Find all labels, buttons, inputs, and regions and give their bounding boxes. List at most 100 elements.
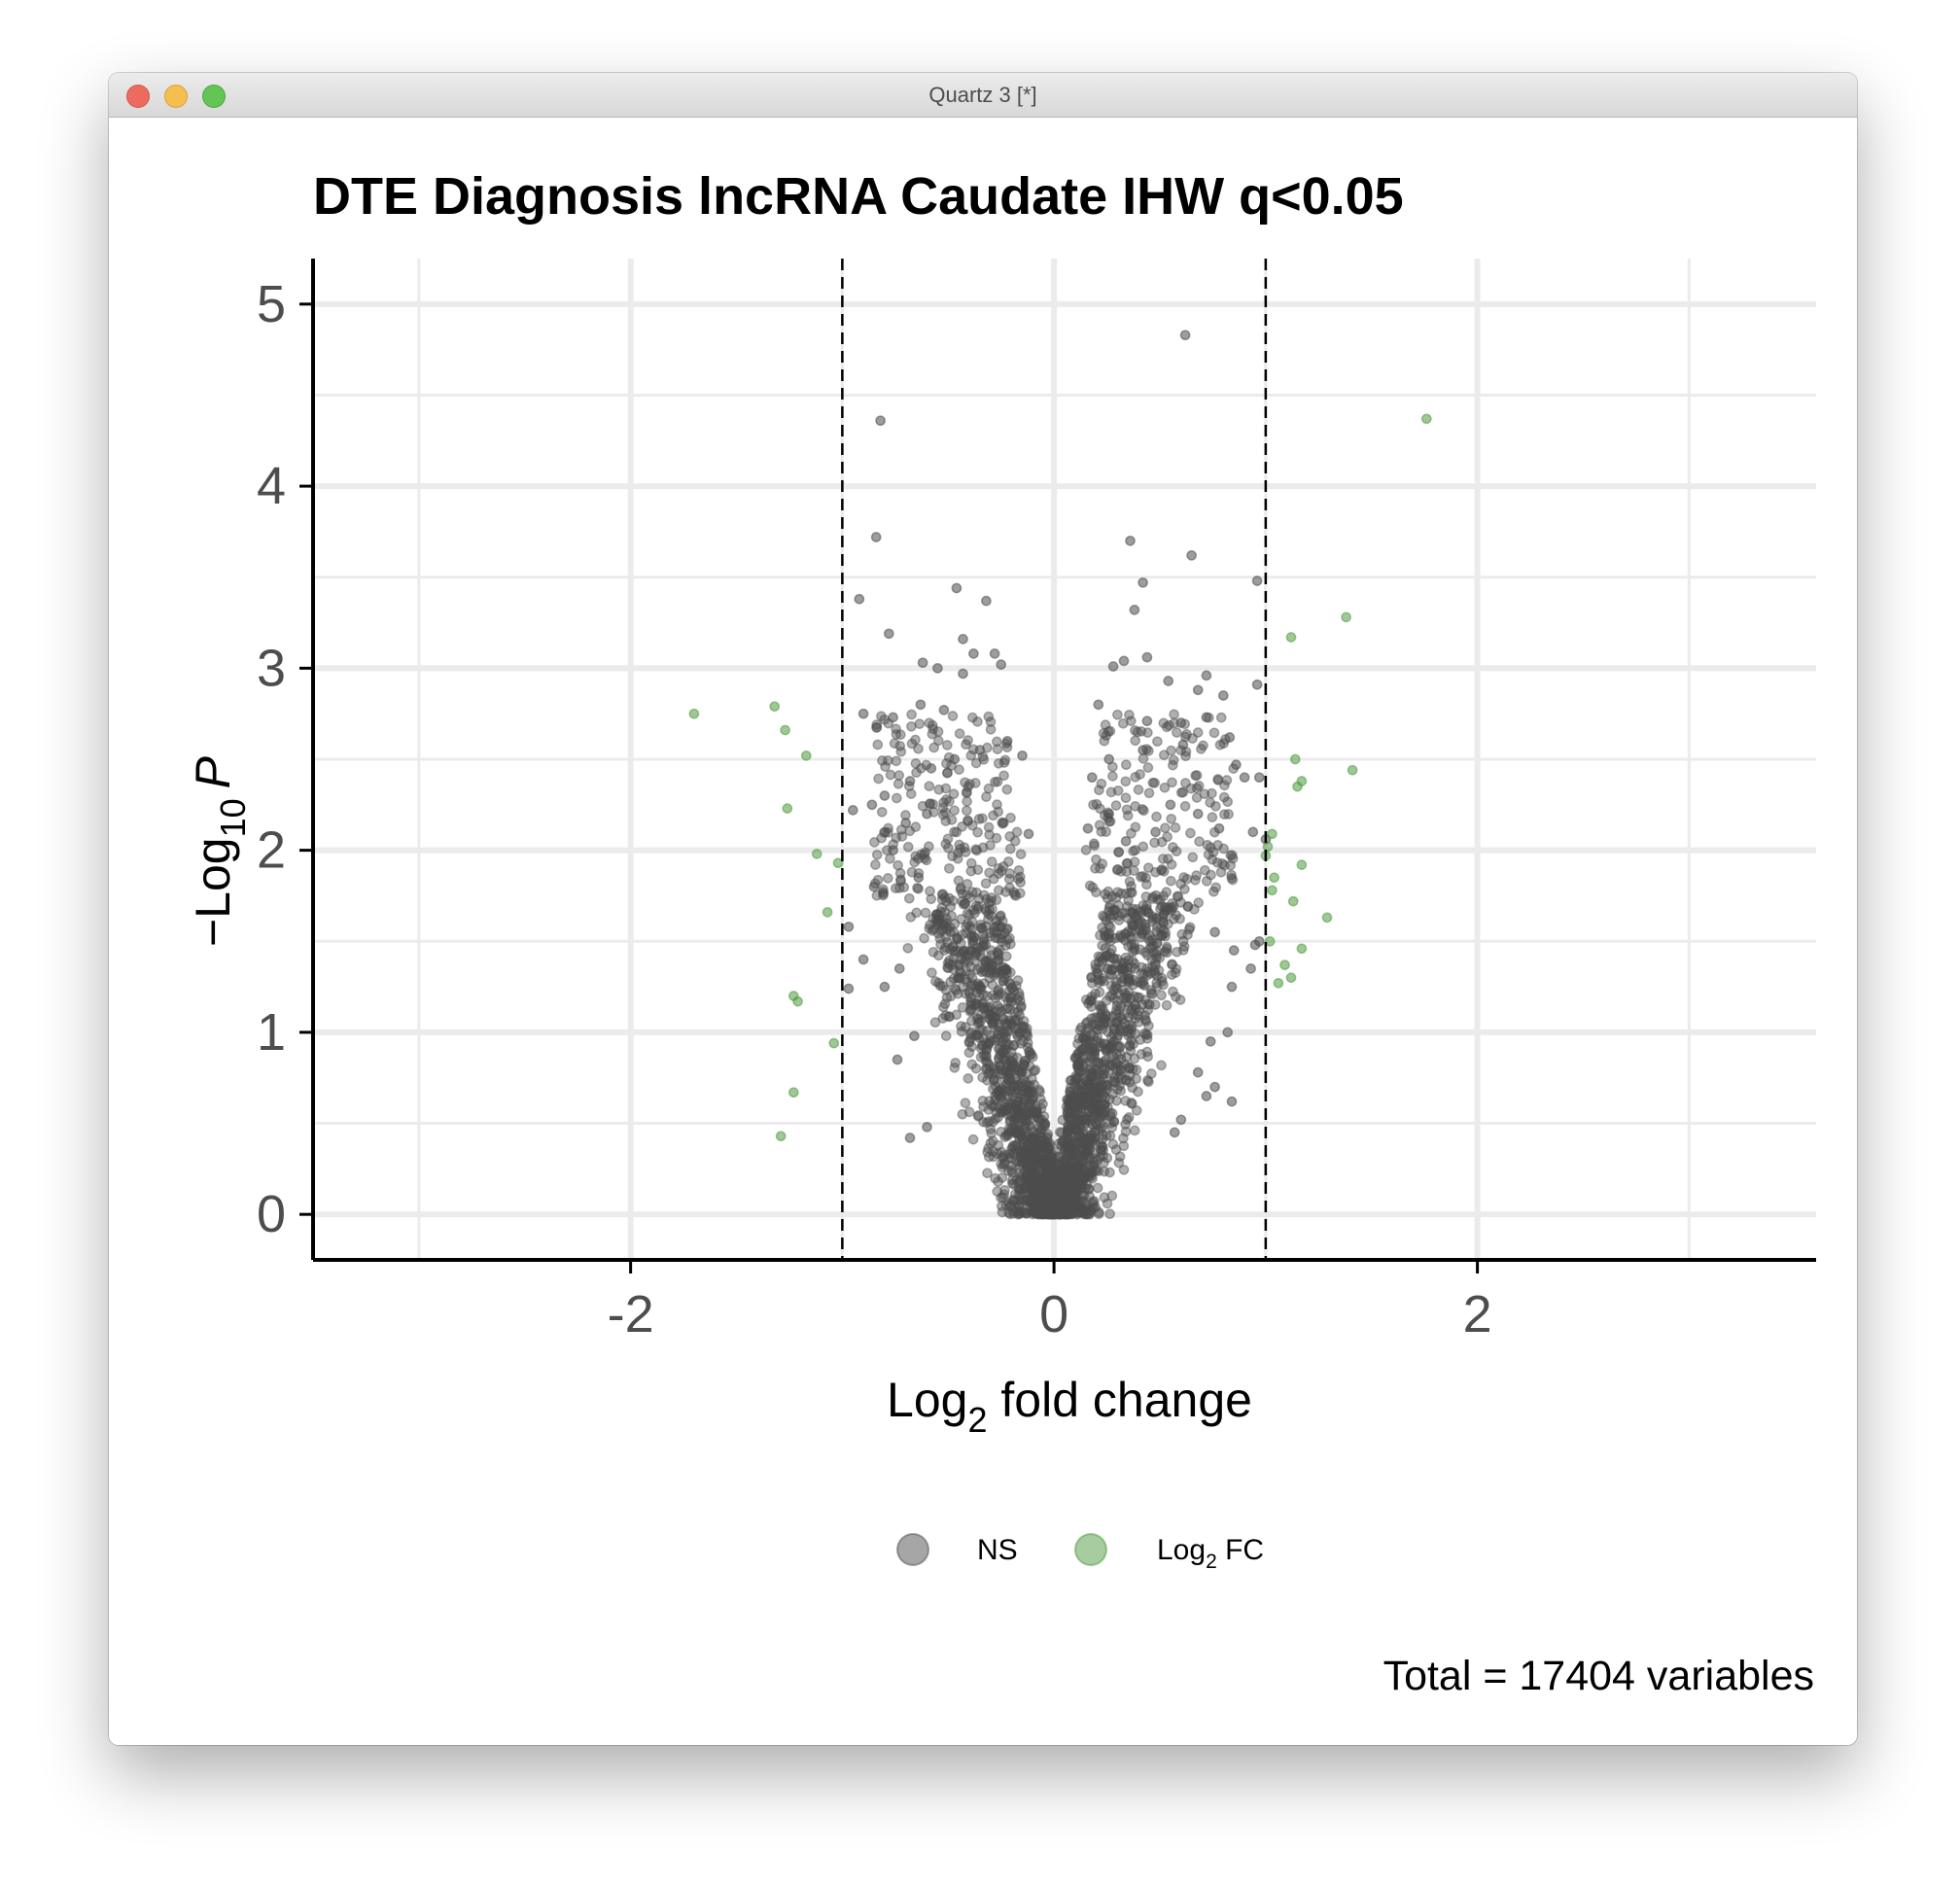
ns-point <box>1089 1137 1101 1149</box>
ns-point <box>1039 1198 1051 1209</box>
ns-point <box>1043 1179 1055 1191</box>
ns-point <box>1032 1197 1043 1207</box>
ns-point <box>1016 1147 1028 1158</box>
ns-point <box>1078 1150 1090 1162</box>
ns-point <box>1155 930 1166 941</box>
ns-point <box>1179 884 1190 894</box>
ns-point <box>1139 994 1151 1005</box>
ns-point <box>1080 1114 1092 1125</box>
ns-point <box>1013 1102 1024 1114</box>
ns-point <box>1026 1185 1037 1197</box>
ns-point <box>1062 1106 1073 1117</box>
ns-point <box>1092 1182 1103 1194</box>
ns-point <box>1009 1015 1021 1027</box>
ns-point <box>974 981 986 993</box>
ns-point <box>1047 1204 1059 1215</box>
ns-point <box>1106 1060 1117 1071</box>
ns-point <box>1050 1208 1062 1220</box>
ns-point <box>932 726 944 737</box>
ns-point <box>1201 1091 1212 1101</box>
ns-point <box>1016 1147 1028 1158</box>
ns-point <box>1061 1158 1072 1169</box>
minimize-window-button[interactable] <box>164 85 188 108</box>
ns-point <box>971 1029 983 1040</box>
ns-point <box>1078 1161 1090 1172</box>
ns-point <box>944 955 955 966</box>
ns-point <box>1023 1160 1033 1170</box>
ns-point <box>1116 1021 1127 1032</box>
ns-point <box>948 952 960 963</box>
ns-point <box>1029 1141 1040 1153</box>
ns-point <box>1065 1195 1076 1205</box>
ns-point <box>1086 1071 1098 1083</box>
ns-point <box>967 939 978 951</box>
ns-point <box>970 1029 981 1041</box>
window-titlebar[interactable]: Quartz 3 [*] <box>109 73 1857 118</box>
log2fc-point <box>1296 859 1308 870</box>
x-axis-label: Log2 fold change <box>887 1373 1252 1440</box>
ns-point <box>1006 1124 1018 1135</box>
log2fc-point <box>1267 828 1278 840</box>
ns-point <box>1078 1190 1090 1202</box>
ns-point <box>995 922 1006 933</box>
ns-point <box>1000 951 1012 962</box>
ns-point <box>1010 1124 1022 1134</box>
ns-point <box>1072 1180 1083 1192</box>
ns-point <box>1116 1014 1128 1026</box>
ns-point <box>910 734 921 746</box>
close-window-button[interactable] <box>126 85 150 108</box>
ns-point <box>956 1021 966 1031</box>
ns-point <box>1003 1207 1014 1218</box>
ns-point <box>1093 1041 1103 1053</box>
ns-point <box>1006 997 1018 1008</box>
ns-point <box>1088 1199 1099 1210</box>
ns-point <box>948 926 960 937</box>
ns-point <box>961 805 972 817</box>
ns-point <box>1029 1203 1040 1213</box>
ns-point <box>1082 1146 1093 1157</box>
ns-point <box>858 954 869 965</box>
ns-point <box>1074 1080 1086 1091</box>
ns-point <box>1130 1028 1141 1039</box>
ns-point <box>1010 1062 1022 1072</box>
ns-point <box>1082 822 1094 834</box>
ns-point <box>1109 1077 1121 1088</box>
ns-point <box>1081 1144 1093 1155</box>
ns-point <box>975 1052 987 1063</box>
ns-point <box>922 808 932 820</box>
ns-point <box>1098 1073 1109 1085</box>
ns-point <box>1151 952 1163 963</box>
ns-point <box>1028 1193 1039 1204</box>
ns-point <box>983 908 995 920</box>
ns-point <box>972 978 984 990</box>
ns-point <box>1031 1199 1042 1210</box>
ns-point <box>1092 967 1103 979</box>
ns-point <box>1012 1030 1024 1042</box>
ns-point <box>1026 1153 1037 1165</box>
ns-point <box>1121 928 1132 939</box>
ns-point <box>1107 1088 1118 1099</box>
ns-point <box>1101 1079 1112 1091</box>
ns-point <box>966 930 978 941</box>
ns-point <box>1123 894 1134 906</box>
ns-point <box>1108 993 1120 1004</box>
ns-point <box>1046 1208 1058 1220</box>
ns-point <box>1085 1134 1097 1146</box>
zoom-window-button[interactable] <box>202 85 226 108</box>
ns-point <box>1118 655 1130 667</box>
ns-point <box>1016 1172 1027 1184</box>
ns-point <box>876 806 888 818</box>
ns-point <box>1043 1142 1054 1154</box>
ns-point <box>1034 1205 1046 1217</box>
ns-point <box>928 946 939 958</box>
ns-point <box>998 1189 1010 1200</box>
ns-point <box>1086 1167 1097 1178</box>
ns-point <box>962 949 973 960</box>
ns-point <box>1142 727 1153 738</box>
ns-point <box>964 1005 976 1017</box>
ns-point <box>1086 772 1098 784</box>
ns-point <box>1021 1173 1032 1184</box>
ns-point <box>1030 1168 1040 1179</box>
ns-point <box>1157 854 1169 864</box>
ns-point <box>1073 1181 1085 1193</box>
